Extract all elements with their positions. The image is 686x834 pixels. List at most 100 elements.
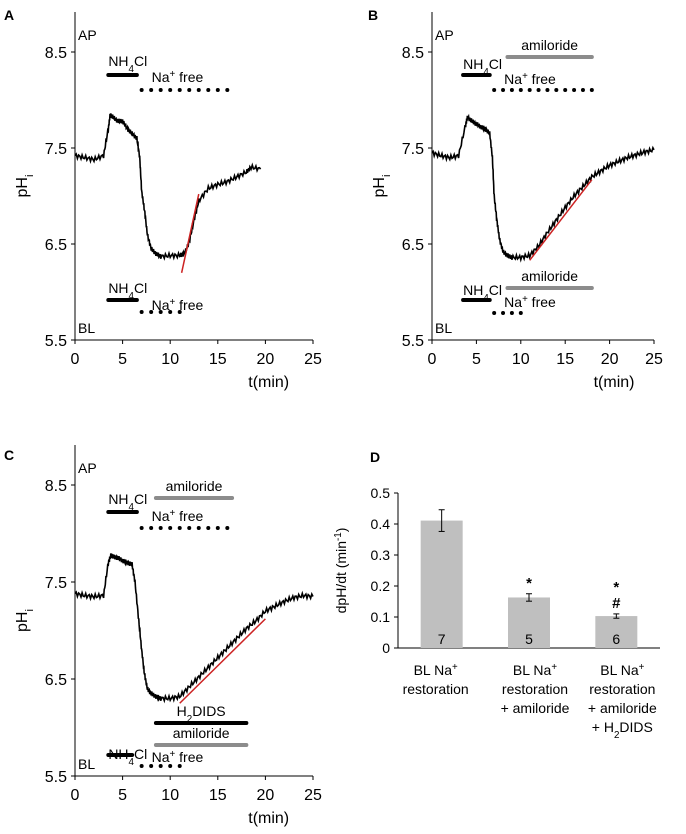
ph-trace-line bbox=[431, 113, 655, 263]
y-tick-label: 7.5 bbox=[45, 141, 67, 158]
category-label: + H2DIDS bbox=[592, 719, 653, 741]
y-tick-label: 0.5 bbox=[371, 485, 391, 501]
na-free-dot bbox=[168, 526, 173, 530]
na-free-dot bbox=[536, 88, 541, 92]
na-free-dot bbox=[196, 526, 201, 530]
y-tick-label: 6.5 bbox=[45, 237, 67, 254]
panel-b: B 5.5 6.5 7.5 8.5 0 5 10 15 20 25 t(min) pHi AP BL NH4C… bbox=[368, 7, 663, 391]
y-tick-label: 8.5 bbox=[402, 45, 424, 62]
x-axis-title: t(min) bbox=[248, 374, 289, 391]
significance-marker: * bbox=[526, 575, 532, 592]
bar bbox=[420, 520, 463, 648]
na-free-dot bbox=[187, 88, 192, 92]
x-tick-label: 20 bbox=[257, 787, 275, 804]
x-tick-label: 10 bbox=[161, 351, 179, 368]
na-free-dot bbox=[572, 88, 577, 92]
treatment-label: Na+ free bbox=[152, 508, 204, 525]
treatment-label: NH4Cl bbox=[463, 56, 502, 78]
panel-letter: A bbox=[4, 7, 14, 23]
na-free-dot bbox=[168, 764, 173, 768]
y-axis-title: pHi bbox=[14, 175, 36, 198]
category-label: restoration bbox=[403, 681, 469, 697]
y-tick-label: 5.5 bbox=[402, 333, 424, 350]
na-free-dot bbox=[196, 88, 201, 92]
basolateral-label: BL bbox=[78, 320, 95, 336]
na-free-dot bbox=[509, 88, 514, 92]
y-tick-label: 6.5 bbox=[402, 237, 424, 254]
sample-size-label: 7 bbox=[438, 631, 446, 647]
category-label: restoration bbox=[589, 681, 655, 697]
treatment-label: Na+ free bbox=[152, 297, 204, 314]
treatment-label: amiloride bbox=[521, 37, 578, 53]
na-free-dot bbox=[206, 88, 211, 92]
treatment-label: Na+ free bbox=[504, 294, 556, 311]
na-free-dot bbox=[215, 88, 220, 92]
fit-line bbox=[529, 179, 593, 261]
na-free-dot bbox=[139, 310, 144, 314]
na-free-dot bbox=[149, 526, 154, 530]
x-tick-label: 0 bbox=[71, 787, 80, 804]
significance-marker: * bbox=[613, 579, 619, 596]
panel-letter: D bbox=[370, 449, 380, 465]
treatment-label: NH4Cl bbox=[108, 280, 147, 302]
y-tick-label: 0.1 bbox=[371, 609, 391, 625]
x-tick-label: 25 bbox=[645, 351, 663, 368]
treatment-label: Na+ free bbox=[504, 71, 556, 88]
fit-line bbox=[179, 618, 266, 704]
x-tick-label: 15 bbox=[209, 787, 227, 804]
y-tick-label: 7.5 bbox=[45, 575, 67, 592]
x-tick-label: 25 bbox=[304, 351, 322, 368]
treatment-label: NH4Cl bbox=[463, 282, 502, 304]
y-tick-label: 0.3 bbox=[371, 547, 391, 563]
category-label: restoration bbox=[502, 681, 568, 697]
significance-marker: # bbox=[612, 595, 621, 612]
treatment-label: Na+ free bbox=[152, 749, 204, 766]
panel-c: C 5.5 6.5 7.5 8.5 0 5 10 15 20 25 t(min) pHi AP BL NH4C… bbox=[4, 445, 322, 827]
treatment-label: amiloride bbox=[521, 268, 578, 284]
na-free-dot bbox=[563, 88, 568, 92]
y-tick-label: 8.5 bbox=[45, 478, 67, 495]
na-free-dot bbox=[158, 526, 163, 530]
bar bbox=[508, 597, 550, 648]
category-label: BL Na+ bbox=[513, 662, 557, 679]
ph-trace-line bbox=[74, 113, 262, 261]
sample-size-label: 5 bbox=[525, 631, 533, 647]
y-tick-label: 0.2 bbox=[371, 578, 391, 594]
x-tick-label: 5 bbox=[118, 351, 127, 368]
x-tick-label: 5 bbox=[472, 351, 481, 368]
category-label: BL Na+ bbox=[600, 662, 644, 679]
treatment-label: NH4Cl bbox=[108, 53, 147, 75]
category-label: + amiloride bbox=[588, 700, 657, 716]
na-free-dot bbox=[518, 88, 523, 92]
na-free-dot bbox=[158, 88, 163, 92]
panel-d: D 0 0.1 0.2 0.3 0.4 0.5 dpH/dt (min-1) 7 BL Na+ re… bbox=[333, 449, 660, 741]
x-tick-label: 0 bbox=[71, 351, 80, 368]
basolateral-label: BL bbox=[435, 320, 452, 336]
na-free-dot bbox=[225, 526, 230, 530]
y-tick-label: 5.5 bbox=[45, 769, 67, 786]
treatment-label: H2DIDS bbox=[177, 703, 226, 725]
x-tick-label: 25 bbox=[304, 787, 322, 804]
na-free-dot bbox=[139, 88, 144, 92]
na-free-dot bbox=[206, 526, 211, 530]
na-free-dot bbox=[177, 526, 182, 530]
apical-label: AP bbox=[78, 460, 97, 476]
panel-letter: C bbox=[4, 447, 14, 463]
x-tick-label: 15 bbox=[209, 351, 227, 368]
na-free-dot bbox=[509, 311, 514, 315]
na-free-dot bbox=[149, 310, 154, 314]
na-free-dot bbox=[545, 88, 550, 92]
ph-trace-line bbox=[74, 553, 314, 704]
na-free-dot bbox=[177, 764, 182, 768]
na-free-dot bbox=[215, 526, 220, 530]
fit-line bbox=[180, 193, 200, 273]
na-free-dot bbox=[492, 88, 497, 92]
x-tick-label: 20 bbox=[601, 351, 619, 368]
na-free-dot bbox=[225, 88, 230, 92]
na-free-dot bbox=[187, 526, 192, 530]
y-tick-label: 5.5 bbox=[45, 333, 67, 350]
y-tick-label: 8.5 bbox=[45, 45, 67, 62]
treatment-label: NH4Cl bbox=[108, 491, 147, 513]
y-tick-label: 0 bbox=[382, 640, 390, 656]
